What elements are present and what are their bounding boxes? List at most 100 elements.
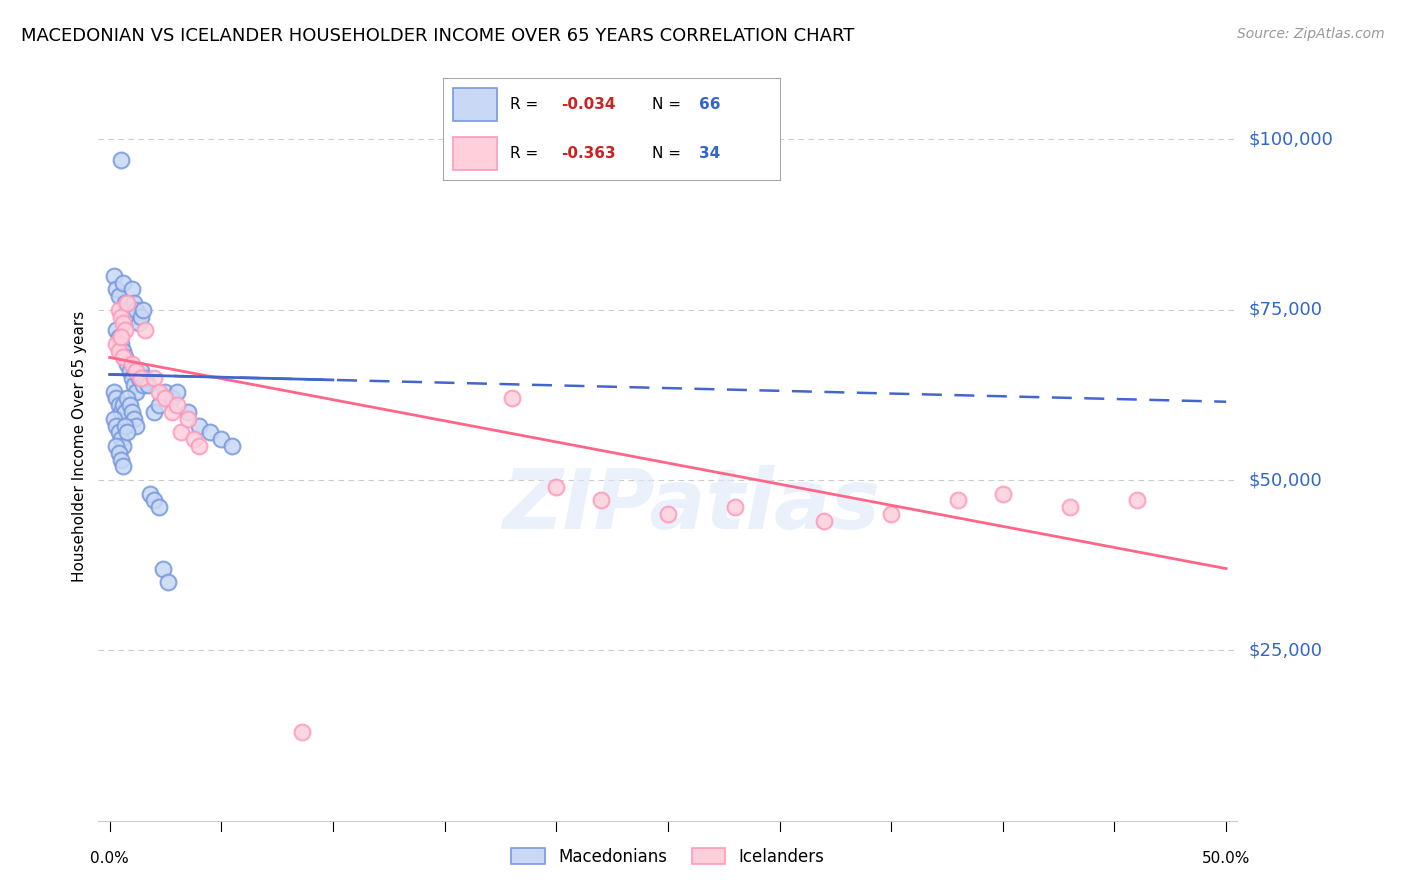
Point bbox=[114, 351, 136, 365]
Point bbox=[134, 371, 156, 385]
Text: $25,000: $25,000 bbox=[1249, 641, 1323, 659]
Point bbox=[160, 392, 183, 406]
Text: N =: N = bbox=[652, 146, 681, 161]
Point bbox=[143, 405, 166, 419]
Point bbox=[121, 405, 143, 419]
Point bbox=[501, 392, 523, 406]
Point bbox=[105, 323, 128, 337]
Point bbox=[121, 357, 143, 371]
Point bbox=[111, 343, 134, 358]
Point bbox=[139, 486, 162, 500]
Text: -0.363: -0.363 bbox=[561, 146, 616, 161]
Point bbox=[813, 514, 835, 528]
Point bbox=[114, 418, 136, 433]
Point bbox=[546, 480, 568, 494]
Point bbox=[155, 392, 177, 406]
Point bbox=[118, 310, 141, 324]
Text: 66: 66 bbox=[699, 96, 721, 112]
Point bbox=[110, 153, 132, 167]
Point bbox=[118, 364, 141, 378]
Point bbox=[657, 507, 679, 521]
Point bbox=[134, 323, 156, 337]
Point bbox=[160, 405, 183, 419]
Bar bbox=[453, 137, 496, 169]
Point bbox=[110, 330, 132, 344]
Y-axis label: Householder Income Over 65 years: Householder Income Over 65 years bbox=[72, 310, 87, 582]
Point bbox=[107, 425, 129, 440]
Text: $50,000: $50,000 bbox=[1249, 471, 1322, 489]
Point bbox=[111, 351, 134, 365]
Point bbox=[105, 418, 128, 433]
Point bbox=[110, 310, 132, 324]
Point bbox=[128, 371, 150, 385]
Point bbox=[111, 317, 134, 331]
Point bbox=[183, 432, 205, 446]
Point bbox=[111, 276, 134, 290]
Point bbox=[107, 343, 129, 358]
Point bbox=[136, 377, 159, 392]
Point bbox=[143, 493, 166, 508]
Point bbox=[105, 282, 128, 296]
Point bbox=[187, 418, 209, 433]
Point bbox=[187, 439, 209, 453]
Point bbox=[117, 392, 139, 406]
Point bbox=[107, 446, 129, 460]
Point bbox=[152, 561, 174, 575]
Text: $75,000: $75,000 bbox=[1249, 301, 1323, 318]
Point bbox=[125, 302, 148, 317]
Text: $100,000: $100,000 bbox=[1249, 130, 1333, 148]
Point bbox=[170, 425, 193, 440]
Point bbox=[148, 500, 170, 515]
Point bbox=[177, 411, 200, 425]
Point bbox=[166, 398, 188, 412]
Point bbox=[117, 296, 139, 310]
Point bbox=[991, 486, 1014, 500]
Text: N =: N = bbox=[652, 96, 681, 112]
Point bbox=[1126, 493, 1149, 508]
Point bbox=[946, 493, 969, 508]
Point bbox=[117, 357, 139, 371]
Bar bbox=[453, 87, 496, 120]
Point bbox=[132, 302, 155, 317]
Point bbox=[129, 371, 152, 385]
Text: Source: ZipAtlas.com: Source: ZipAtlas.com bbox=[1237, 27, 1385, 41]
Point bbox=[110, 432, 132, 446]
Point bbox=[122, 377, 145, 392]
Point bbox=[724, 500, 747, 515]
Point bbox=[107, 330, 129, 344]
Text: R =: R = bbox=[510, 96, 538, 112]
Text: -0.034: -0.034 bbox=[561, 96, 616, 112]
Point bbox=[110, 405, 132, 419]
Point bbox=[166, 384, 188, 399]
Point bbox=[121, 282, 143, 296]
Point bbox=[1059, 500, 1081, 515]
Point bbox=[129, 310, 152, 324]
Point bbox=[128, 317, 150, 331]
Point bbox=[132, 377, 155, 392]
Legend: Macedonians, Icelanders: Macedonians, Icelanders bbox=[505, 841, 831, 872]
Point bbox=[110, 452, 132, 467]
Point bbox=[122, 411, 145, 425]
Point bbox=[118, 398, 141, 412]
Point bbox=[105, 336, 128, 351]
Point bbox=[125, 418, 148, 433]
Point bbox=[291, 725, 314, 739]
Point bbox=[117, 425, 139, 440]
Point bbox=[111, 459, 134, 474]
Point bbox=[114, 323, 136, 337]
Point bbox=[107, 289, 129, 303]
Point bbox=[177, 405, 200, 419]
Text: 50.0%: 50.0% bbox=[1202, 851, 1250, 866]
Point bbox=[103, 411, 125, 425]
Text: 34: 34 bbox=[699, 146, 721, 161]
Point bbox=[221, 439, 243, 453]
Point bbox=[114, 296, 136, 310]
Text: 0.0%: 0.0% bbox=[90, 851, 129, 866]
Point bbox=[105, 439, 128, 453]
Point bbox=[143, 371, 166, 385]
Point bbox=[117, 302, 139, 317]
Point bbox=[125, 364, 148, 378]
Point bbox=[155, 384, 177, 399]
Point bbox=[105, 392, 128, 406]
Point bbox=[114, 405, 136, 419]
